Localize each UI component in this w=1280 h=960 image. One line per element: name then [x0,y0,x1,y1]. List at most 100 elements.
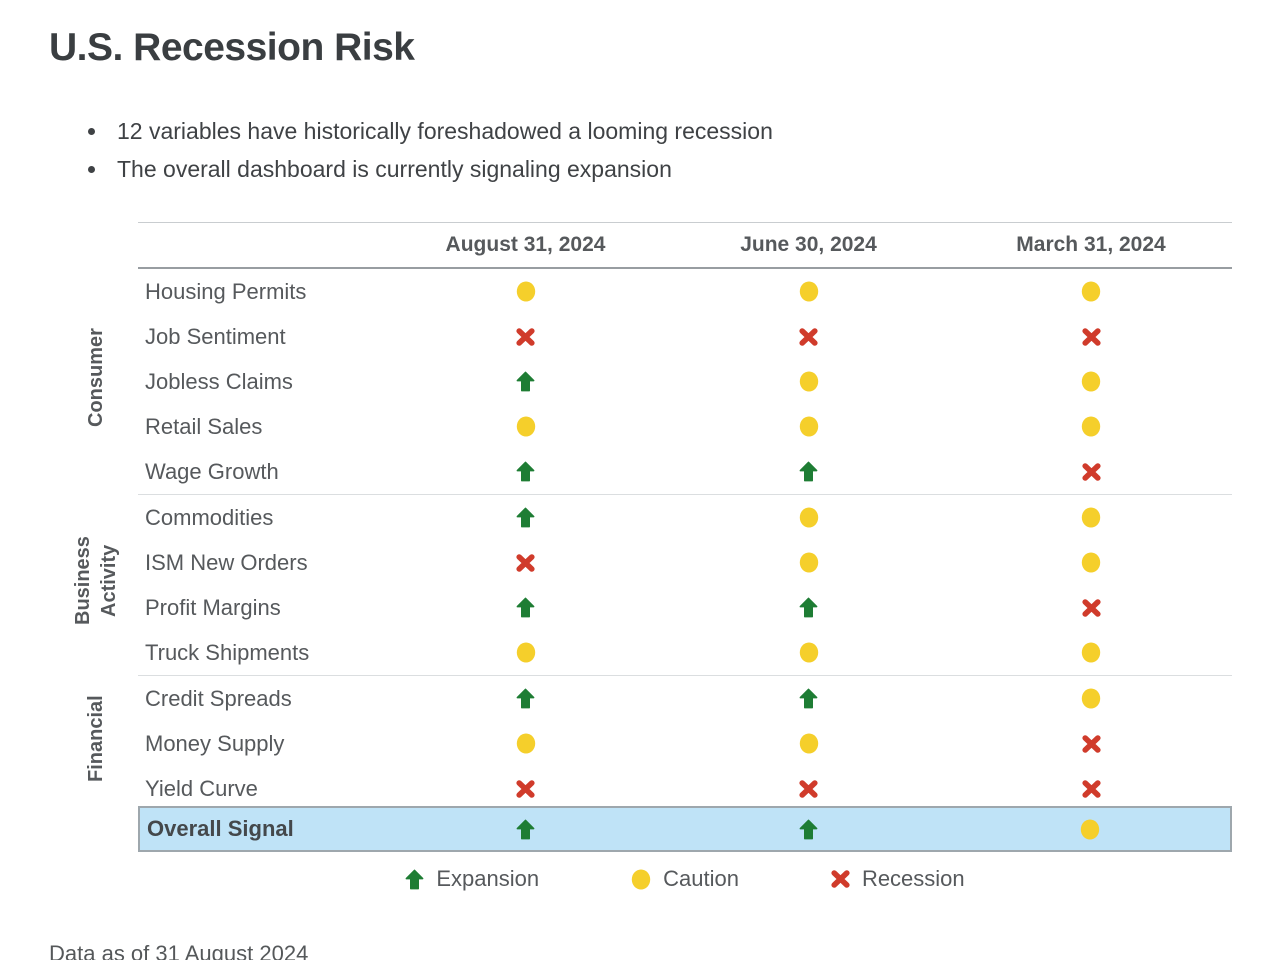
recession-x-icon [516,327,535,346]
caution-dot-icon [799,733,818,754]
row-label: Profit Margins [145,594,281,620]
caution-dot-icon [1081,552,1101,573]
caution-dot-icon [799,642,818,663]
caution-dot-icon [516,642,535,663]
recession-x-icon [1081,734,1101,753]
table-row: Truck Shipments [138,630,1232,675]
row-label: Retail Sales [145,413,263,439]
recession-x-icon [1081,327,1101,346]
group-label: Business Activity [72,536,120,626]
column-header-march: March 31, 2024 [1016,233,1166,256]
signal-cell [667,416,950,437]
recession-x-icon [1081,598,1101,617]
signal-cell [950,552,1232,573]
row-label: Wage Growth [145,458,279,484]
legend-label: Caution [663,866,739,891]
recession-x-icon [1081,779,1101,798]
caution-dot-icon [1081,371,1101,392]
signal-cell [950,507,1232,528]
table-row: Wage Growth [138,449,1232,494]
expansion-arrow-icon [405,869,424,889]
signal-cell [950,327,1232,346]
expansion-arrow-icon [516,688,535,709]
bullet-icon [88,128,95,135]
signal-cell [667,552,950,573]
signal-cell [667,327,950,346]
table-row: Housing Permits [138,269,1232,314]
table-row: Retail Sales [138,404,1232,449]
row-label: Jobless Claims [145,368,293,394]
row-label: Credit Spreads [145,685,292,711]
data-as-of-note: Data as of 31 August 2024 [49,941,309,960]
column-header-june: June 30, 2024 [740,233,877,256]
row-label: Yield Curve [145,775,258,801]
signal-cell [667,642,950,663]
column-header-august: August 31, 2024 [445,233,606,256]
signal-cell [667,371,950,392]
row-label: Money Supply [145,730,285,756]
signal-cell [667,779,950,798]
signal-cell [667,507,950,528]
bullet-text: 12 variables have historically foreshado… [117,118,773,144]
legend-item-recession: Recession [831,866,965,892]
caution-dot-icon [799,552,818,573]
caution-dot-icon [1081,281,1101,302]
signal-cell [950,642,1232,663]
signal-cell [384,733,667,754]
caution-dot-icon [799,416,818,437]
signal-cell [384,553,667,572]
indicator-table: August 31, 2024 June 30, 2024 March 31, … [138,222,1232,811]
bullet-icon [88,166,95,173]
signal-cell [667,597,950,618]
signal-cell [384,819,667,840]
bullet-text: The overall dashboard is currently signa… [117,156,672,182]
signal-cell [384,416,667,437]
page-title: U.S. Recession Risk [49,26,415,69]
row-label: ISM New Orders [145,549,308,575]
recession-x-icon [516,779,535,798]
caution-dot-icon [1081,507,1101,528]
signal-cell [384,642,667,663]
legend-item-expansion: Expansion [405,866,539,892]
caution-dot-icon [799,371,818,392]
row-label: Commodities [145,504,274,530]
overall-signal-label: Overall Signal [147,816,294,841]
signal-cell [667,461,950,482]
signal-cell [950,734,1232,753]
expansion-arrow-icon [516,819,535,839]
signal-cell [950,688,1232,709]
table-header-row: August 31, 2024 June 30, 2024 March 31, … [138,222,1232,269]
table-row: Money Supply [138,721,1232,766]
row-label: Housing Permits [145,278,307,304]
recession-x-icon [516,553,535,572]
signal-cell [384,597,667,618]
table-row: Job Sentiment [138,314,1232,359]
table-row: Commodities [138,494,1232,540]
recession-x-icon [1081,462,1101,481]
table-row: ISM New Orders [138,540,1232,585]
caution-dot-icon [516,416,535,437]
expansion-arrow-icon [516,461,535,482]
overall-signal-row: Overall Signal [138,806,1232,852]
expansion-arrow-icon [799,597,818,618]
expansion-arrow-icon [516,597,535,618]
legend-label: Expansion [436,866,540,891]
table-row: Jobless Claims [138,359,1232,404]
caution-dot-icon [1080,819,1100,839]
caution-dot-icon [1081,688,1101,709]
signal-cell [950,462,1232,481]
signal-cell [384,461,667,482]
table-row: Yield Curve [138,766,1232,811]
signal-cell [384,281,667,302]
legend-label: Recession [861,866,965,891]
expansion-arrow-icon [799,461,818,482]
recession-x-icon [799,327,818,346]
row-label: Truck Shipments [145,639,310,665]
bullet-item: The overall dashboard is currently signa… [88,150,773,188]
signal-cell [950,779,1232,798]
table-row: Credit Spreads [138,675,1232,721]
signal-cell [667,281,950,302]
signal-cell [950,598,1232,617]
expansion-arrow-icon [799,819,818,839]
